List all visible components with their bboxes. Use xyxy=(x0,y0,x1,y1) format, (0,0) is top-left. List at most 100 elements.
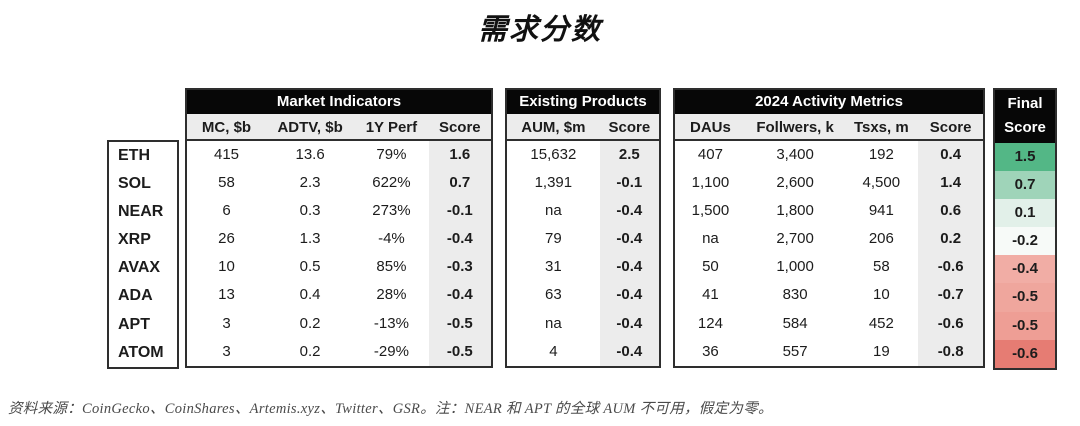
followers-value: 3,400 xyxy=(776,146,814,163)
aum-score-value: -0.4 xyxy=(599,253,659,282)
perf-value: 622% xyxy=(372,174,411,192)
market-score-value: -0.4 xyxy=(428,225,491,254)
source-note: 资料来源：CoinGecko、CoinShares、Artemis.xyz、Tw… xyxy=(8,401,773,417)
adtv-value: 13.6 xyxy=(295,146,325,163)
table-row: na 2,700 206 0.2 xyxy=(675,225,983,254)
aum-value: 15,632 xyxy=(530,146,577,163)
table-row: 1,100 2,600 4,500 1.4 xyxy=(675,169,983,198)
followers-value: 1,800 xyxy=(776,202,814,220)
table-row: 407 3,400 192 0.4 xyxy=(675,141,983,170)
market-score-value: 1.6 xyxy=(428,141,491,170)
final-score-header: Final Score xyxy=(995,90,1055,143)
tsxs-value: 10 xyxy=(872,286,890,304)
column-header-daus: DAUs xyxy=(689,119,731,136)
ticker-label: ATOM xyxy=(118,343,164,361)
adtv-value: 0.3 xyxy=(299,202,321,220)
perf-value: -29% xyxy=(373,342,409,360)
column-header-adtv: ADTV, $b xyxy=(277,119,343,136)
table-row: 58 2.3 622% 0.7 xyxy=(187,169,491,198)
activity-score-value: 0.6 xyxy=(918,197,983,226)
ticker-label: ADA xyxy=(118,287,153,305)
final-score-value: -0.2 xyxy=(995,227,1055,256)
mc-value: 10 xyxy=(218,258,235,276)
ticker-label: AVAX xyxy=(118,259,161,277)
table-row: SOL xyxy=(109,170,177,198)
mc-value: 58 xyxy=(218,174,235,192)
adtv-value: 1.3 xyxy=(299,230,321,248)
followers-value: 2,600 xyxy=(776,174,814,192)
followers-value: 584 xyxy=(782,314,808,332)
final-score-value: -0.6 xyxy=(995,339,1055,368)
table-row: 124 584 452 -0.6 xyxy=(675,309,983,338)
market-indicators-body: 415 13.6 79% 1.6 58 2.3 622% 0.7 6 0.3 273% -0.1 26 1… xyxy=(187,141,491,366)
followers-value: 830 xyxy=(782,286,808,304)
table-row: 4 -0.4 xyxy=(507,337,659,366)
activity-metrics-header: 2024 Activity Metrics xyxy=(675,90,983,114)
market-score-value: -0.5 xyxy=(428,309,491,338)
table-row: 63 -0.4 xyxy=(507,281,659,310)
column-header-mc: MC, $b xyxy=(201,119,252,136)
ticker-label: NEAR xyxy=(118,203,164,221)
table-row: na -0.4 xyxy=(507,197,659,226)
activity-score-value: 0.4 xyxy=(918,141,983,170)
final-score-header-line2: Score xyxy=(1004,119,1046,136)
table-row: 50 1,000 58 -0.6 xyxy=(675,253,983,282)
aum-score-value: -0.4 xyxy=(599,281,659,310)
tsxs-value: 58 xyxy=(872,258,890,276)
market-indicators-header: Market Indicators xyxy=(187,90,491,114)
ticker-label: XRP xyxy=(118,231,151,249)
market-score-value: 0.7 xyxy=(428,169,491,198)
final-score-value: 0.7 xyxy=(995,171,1055,200)
final-score-table: Final Score 1.5 0.7 0.1 -0.2 -0.4 -0.5 -0.5 -0.… xyxy=(993,88,1057,370)
column-header-tsxs: Tsxs, m xyxy=(853,119,909,136)
table-row: 6 0.3 273% -0.1 xyxy=(187,197,491,226)
aum-value: 63 xyxy=(545,286,562,304)
adtv-value: 2.3 xyxy=(299,174,321,192)
table-row: na -0.4 xyxy=(507,309,659,338)
market-score-value: -0.4 xyxy=(428,281,491,310)
aum-value: 79 xyxy=(545,230,562,248)
table-row: XRP xyxy=(109,226,177,254)
perf-value: 85% xyxy=(376,258,407,276)
daus-value: na xyxy=(702,230,719,248)
table-row: 3 0.2 -13% -0.5 xyxy=(187,309,491,338)
mc-value: 13 xyxy=(218,286,235,304)
table-row: 10 0.5 85% -0.3 xyxy=(187,253,491,282)
table-row: 3 0.2 -29% -0.5 xyxy=(187,337,491,366)
tsxs-value: 206 xyxy=(868,230,894,248)
perf-value: -13% xyxy=(373,314,409,332)
aum-value: 1,391 xyxy=(534,174,573,192)
table-row: 415 13.6 79% 1.6 xyxy=(187,141,491,170)
aum-score-value: -0.4 xyxy=(599,337,659,366)
table-row: 41 830 10 -0.7 xyxy=(675,281,983,310)
table-row: ADA xyxy=(109,282,177,310)
ticker-column-body: ETH SOL NEAR XRP AVAX ADA APT ATOM xyxy=(109,142,177,367)
tsxs-value: 19 xyxy=(872,342,890,360)
mc-value: 3 xyxy=(222,342,231,360)
mc-value: 26 xyxy=(218,230,235,248)
daus-value: 1,100 xyxy=(691,174,730,192)
table-row: -0.4 xyxy=(995,255,1055,284)
table-row: -0.5 xyxy=(995,311,1055,340)
table-row: 36 557 19 -0.8 xyxy=(675,337,983,366)
table-row: 1.5 xyxy=(995,143,1055,172)
table-row: ETH xyxy=(109,142,177,170)
ticker-label: APT xyxy=(118,315,150,333)
adtv-value: 0.4 xyxy=(299,286,321,304)
market-indicators-subheader: MC, $b ADTV, $b 1Y Perf Score xyxy=(187,114,491,141)
followers-value: 557 xyxy=(782,342,808,360)
activity-metrics-subheader: DAUs Follwers, k Tsxs, m Score xyxy=(675,114,983,141)
tsxs-value: 4,500 xyxy=(862,174,901,192)
followers-value: 2,700 xyxy=(776,230,814,248)
activity-metrics-body: 407 3,400 192 0.4 1,100 2,600 4,500 1.4 1,500 1,8… xyxy=(675,141,983,366)
table-row: 31 -0.4 xyxy=(507,253,659,282)
market-indicators-table: Market Indicators MC, $b ADTV, $b 1Y Per… xyxy=(185,88,493,368)
mc-value: 6 xyxy=(222,202,231,220)
mc-value: 3 xyxy=(222,314,231,332)
ticker-label: ETH xyxy=(118,147,150,164)
existing-products-table: Existing Products AUM, $m Score 15,632 2.… xyxy=(505,88,661,368)
final-score-value: 1.5 xyxy=(995,143,1055,172)
page-title: 需求分数 xyxy=(477,12,602,46)
aum-value: na xyxy=(545,314,562,332)
final-score-value: -0.5 xyxy=(995,283,1055,312)
